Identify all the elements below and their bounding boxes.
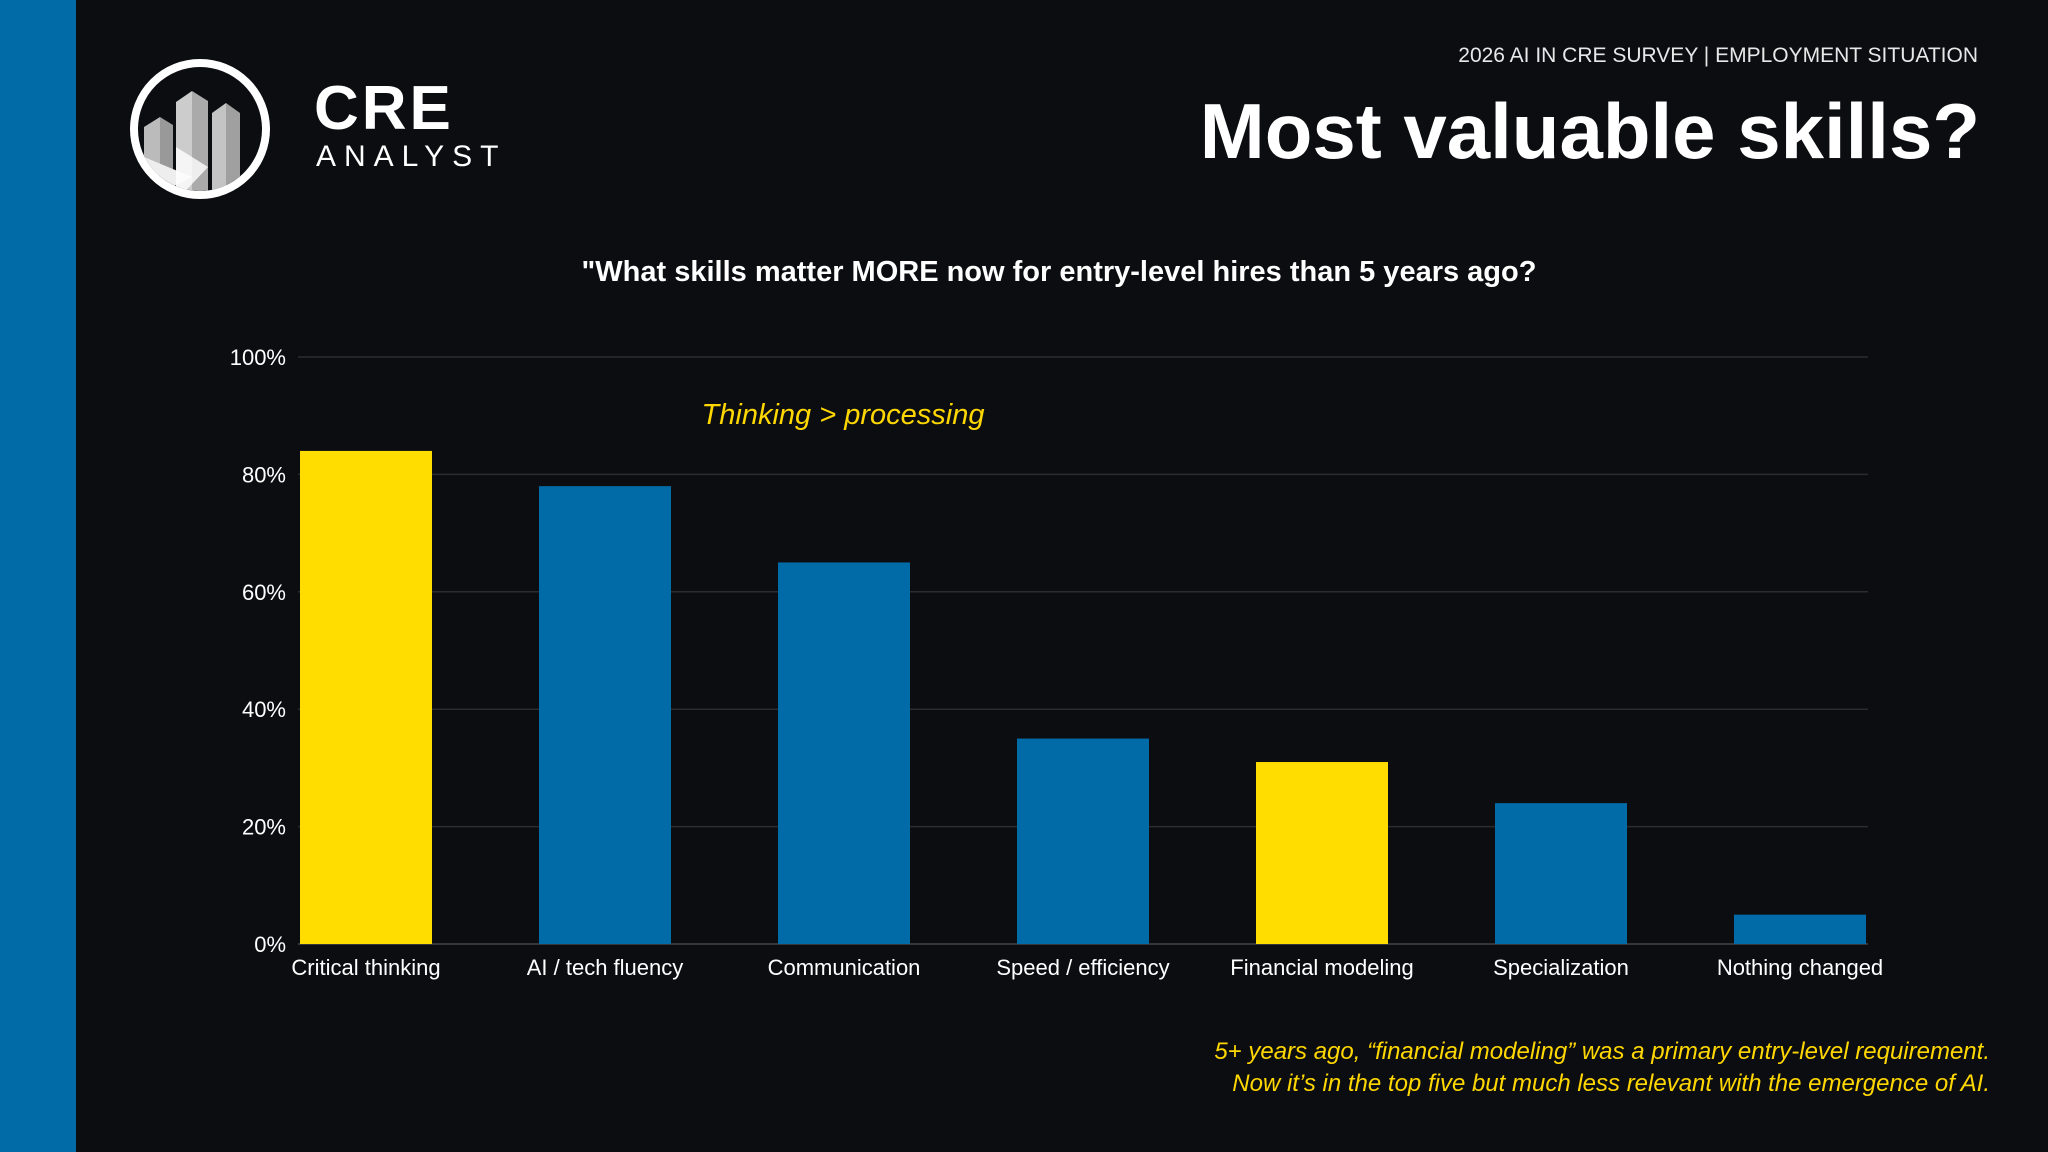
x-tick-label: AI / tech fluency	[527, 955, 684, 980]
bar	[778, 562, 910, 944]
chart-title: "What skills matter MORE now for entry-l…	[581, 256, 1537, 288]
footnote-line-2: Now it’s in the top five but much less r…	[1232, 1070, 1990, 1097]
bar	[300, 450, 432, 944]
bar	[1256, 762, 1388, 944]
bar	[1495, 803, 1627, 944]
y-tick-label: 60%	[242, 580, 286, 605]
x-tick-label: Speed / efficiency	[996, 955, 1169, 980]
x-tick-label: Communication	[768, 955, 921, 980]
x-tick-label: Critical thinking	[291, 955, 440, 980]
brand-name: CRE	[314, 74, 454, 143]
survey-label: 2026 AI IN CRE SURVEY | EMPLOYMENT SITUA…	[1458, 44, 1978, 67]
chart-annotation: Thinking > processing	[702, 399, 985, 431]
x-tick-label: Financial modeling	[1230, 955, 1413, 980]
bar	[1017, 738, 1149, 944]
x-tick-label: Nothing changed	[1717, 955, 1883, 980]
y-tick-label: 100%	[230, 345, 286, 370]
x-tick-label: Specialization	[1493, 955, 1629, 980]
cre-analyst-logo	[130, 59, 270, 199]
y-tick-label: 40%	[242, 697, 286, 722]
page-title: Most valuable skills?	[1199, 87, 1980, 175]
y-tick-label: 80%	[242, 462, 286, 487]
accent-stripe	[0, 0, 76, 1152]
y-tick-label: 20%	[242, 815, 286, 840]
footnote-line-1: 5+ years ago, “financial modeling” was a…	[1214, 1038, 1990, 1065]
y-tick-label: 0%	[254, 932, 286, 957]
footnote: 5+ years ago, “financial modeling” was a…	[1214, 1036, 1990, 1100]
bar	[1734, 914, 1866, 944]
brand-subtitle: ANALYST	[316, 140, 507, 173]
bar	[539, 486, 671, 944]
